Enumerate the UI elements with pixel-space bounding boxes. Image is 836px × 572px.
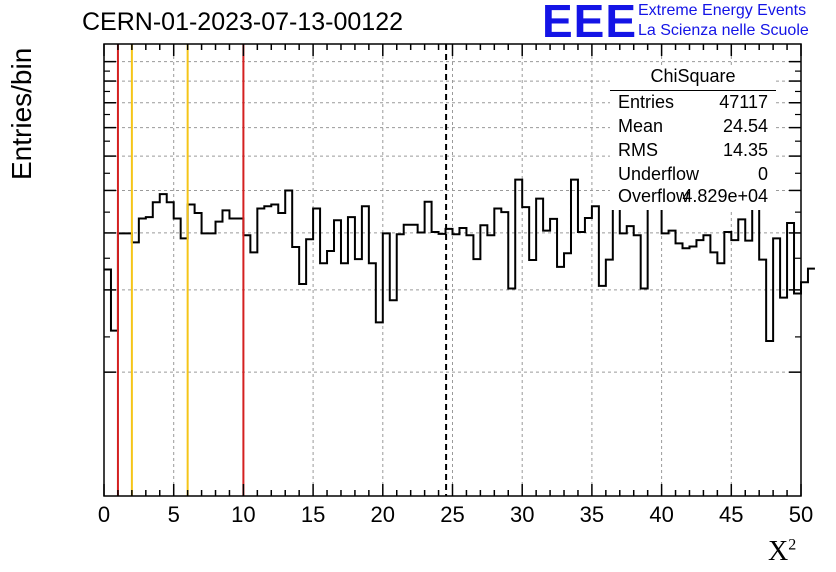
histogram-bars [104,178,815,342]
x-tick-label: 30 [510,502,534,527]
eee-logo-mark: EEE [542,0,638,47]
stat-row-entries: Entries 47117 [618,92,768,116]
stat-row-rms: RMS 14.35 [618,140,768,164]
axis-ticks [103,44,802,496]
stat-value: 24.54 [722,116,768,136]
stat-row-mean: Mean 24.54 [618,116,768,140]
x-tick-label: 25 [440,502,464,527]
x-tick-label: 20 [371,502,395,527]
y-axis-label: Entries/bin [6,47,37,180]
stat-value: 0 [757,164,768,184]
x-tick-label: 10 [231,502,255,527]
run-title: CERN-01-2023-07-13-00122 [82,8,404,36]
x-axis-label-sup: 2 [788,536,797,554]
stat-row-overflow: Overflow 4.829e+04 [618,186,768,210]
x-axis-label-base: X [768,536,789,567]
x-tick-label: 15 [301,502,325,527]
x-axis-label: X2 [768,536,796,568]
x-tick-label: 35 [580,502,604,527]
stat-label: RMS [618,140,658,160]
x-tick-label: 5 [168,502,180,527]
stat-label: Entries [618,92,675,112]
stat-label: Underflow [618,164,700,184]
logo-line-2: La Scienza nelle Scuole [638,22,809,39]
x-tick-labels: 0 5 10 15 20 25 30 35 40 45 50 [98,502,813,527]
stat-value: 4.829e+04 [682,186,768,206]
stats-title: ChiSquare [650,66,736,86]
stats-divider [610,90,776,91]
logo-line-1: Extreme Energy Events [638,2,807,19]
stats-box: ChiSquare Entries 47117 Mean 24.54 RMS 1… [610,66,776,210]
stat-label: Mean [618,116,664,136]
stat-label: Overflow [618,186,690,206]
reference-lines [116,44,448,496]
x-tick-label: 45 [719,502,743,527]
x-tick-label: 50 [789,502,813,527]
grid [104,44,801,496]
x-tick-label: 40 [649,502,673,527]
x-tick-label: 0 [98,502,110,527]
histogram-series [104,178,815,342]
stat-row-underflow: Underflow 0 [618,164,768,188]
stat-value: 14.35 [722,140,768,160]
stat-value: 47117 [719,92,768,112]
